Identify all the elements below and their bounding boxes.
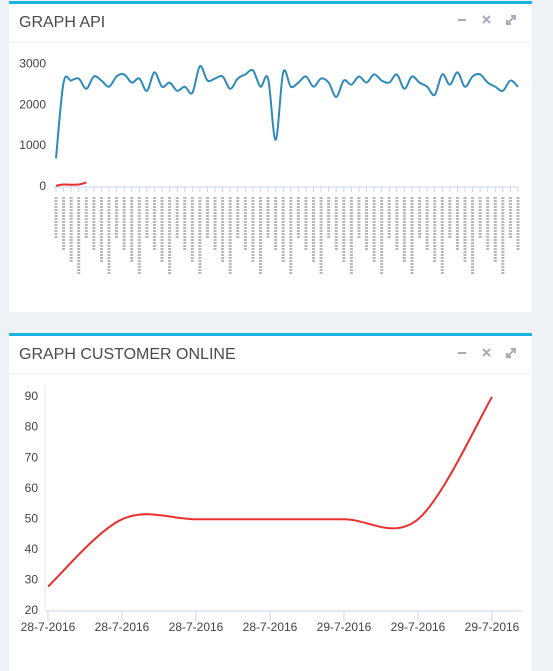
x-tick-label: 29-7-2016 [391,620,446,634]
x-tick-label: 28-7-2016 [95,620,150,634]
panel-title: GRAPH CUSTOMER ONLINE [19,346,236,363]
panel-tools[interactable] [458,348,516,358]
y-tick-label: 90 [25,389,39,403]
y-tick-label: 2000 [19,97,46,111]
y-tick-label: 0 [39,179,46,193]
panel-tools[interactable] [458,15,516,25]
y-tick-label: 30 [25,573,39,587]
y-tick-label: 1000 [19,138,46,152]
y-tick-label: 50 [25,511,39,525]
panel-accent [9,333,532,336]
panel-accent [9,1,532,4]
y-tick-label: 60 [25,481,39,495]
panel-title: GRAPH API [19,14,105,31]
x-tick-label: 28-7-2016 [243,620,298,634]
x-tick-label: 29-7-2016 [465,620,520,634]
y-tick-label: 3000 [19,56,46,70]
series-line [55,65,519,159]
y-tick-label: 40 [25,542,39,556]
y-tick-label: 80 [25,420,39,434]
y-tick-label: 70 [25,450,39,464]
x-tick-label: 28-7-2016 [169,620,224,634]
y-tick-label: 20 [25,603,39,617]
series-line [47,396,493,588]
series-line [55,181,87,187]
panel [9,2,532,312]
x-tick-label: 28-7-2016 [21,620,76,634]
x-tick-label: 29-7-2016 [317,620,372,634]
